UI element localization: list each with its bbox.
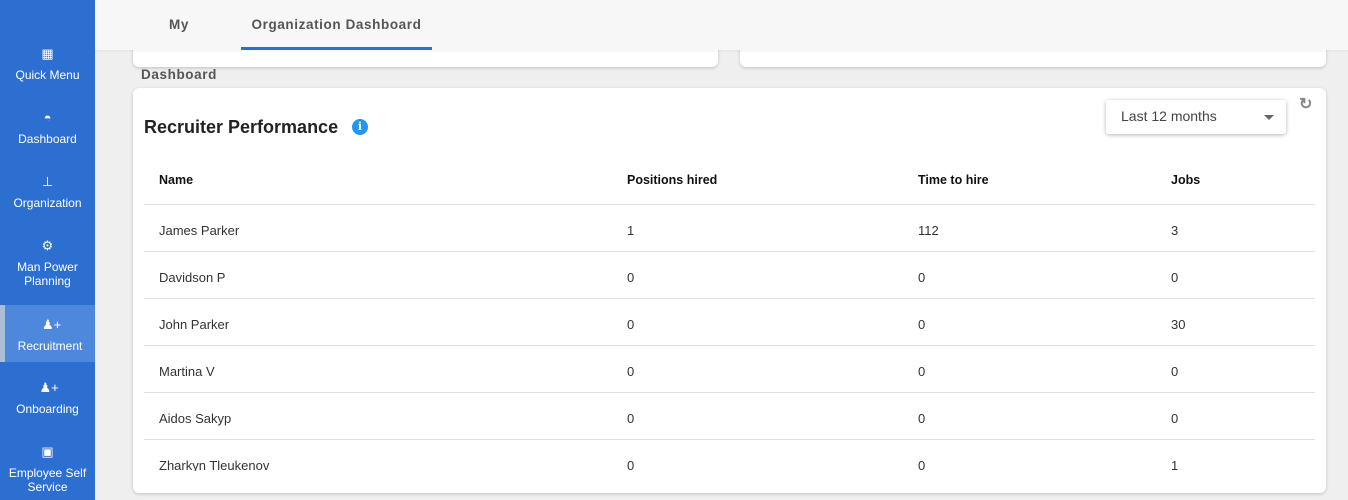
org-chart-icon: ⊥: [41, 174, 54, 189]
info-icon[interactable]: i: [352, 119, 368, 135]
cell-name: Davidson P: [159, 270, 226, 285]
tab-organization-dashboard[interactable]: Organization Dashboard: [241, 0, 432, 50]
cell-time-to-hire: 0: [918, 317, 926, 332]
cell-jobs: 0: [1171, 411, 1179, 426]
cell-name: John Parker: [159, 317, 230, 332]
sidebar-item-quick-menu[interactable]: ▦ Quick Menu: [15, 46, 80, 82]
table-row[interactable]: Davidson P 0 0 0: [144, 252, 1315, 299]
quick-menu-icon: ▦: [41, 46, 54, 61]
cell-name: James Parker: [159, 223, 240, 238]
sidebar-item-organization[interactable]: ⊥ Organization: [13, 174, 82, 210]
cell-jobs: 0: [1171, 364, 1179, 379]
cell-name: Zharkyn Tleukenov: [159, 458, 270, 471]
column-header-jobs[interactable]: Jobs: [1171, 173, 1201, 187]
refresh-icon[interactable]: ↻: [1299, 96, 1313, 113]
sidebar-item-recruitment[interactable]: ♟+ Recruitment: [0, 305, 95, 362]
cell-positions-hired: 0: [627, 317, 635, 332]
cell-jobs: 30: [1171, 317, 1186, 332]
cell-jobs: 3: [1171, 223, 1179, 238]
cell-name: Martina V: [159, 364, 215, 379]
cell-time-to-hire: 0: [918, 411, 926, 426]
chevron-down-icon: [1264, 115, 1274, 120]
user-plus-icon: ♟+: [42, 317, 62, 332]
cell-positions-hired: 0: [627, 458, 635, 471]
period-select[interactable]: Last 12 months: [1106, 100, 1286, 134]
table-row[interactable]: John Parker 0 0 30: [144, 299, 1315, 346]
cell-jobs: 1: [1171, 458, 1179, 471]
cell-positions-hired: 0: [627, 270, 635, 285]
sidebar-item-employee-self-service[interactable]: ▣ Employee Self Service: [8, 444, 87, 494]
cell-time-to-hire: 112: [918, 223, 939, 238]
column-header-name[interactable]: Name: [159, 173, 194, 187]
self-service-icon: ▣: [41, 444, 54, 459]
cell-positions-hired: 0: [627, 411, 635, 426]
user-plus-icon: ♟+: [39, 380, 59, 395]
table-row[interactable]: James Parker 1 112 3: [144, 205, 1315, 252]
sidebar: ▦ Quick Menu ◓ Dashboard ⊥ Organization ⚙ Ma…: [0, 0, 95, 500]
sidebar-item-onboarding[interactable]: ♟+ Onboarding: [16, 380, 79, 416]
table-row[interactable]: Martina V 0 0 0: [144, 346, 1315, 393]
column-header-positions-hired[interactable]: Positions hired: [627, 173, 718, 187]
table-row[interactable]: Zharkyn Tleukenov 0 0 1: [144, 440, 1315, 471]
cell-time-to-hire: 0: [918, 364, 926, 379]
cell-positions-hired: 0: [627, 364, 635, 379]
manpower-icon: ⚙: [41, 238, 54, 253]
table-row[interactable]: Aidos Sakyp 0 0 0: [144, 393, 1315, 440]
cell-name: Aidos Sakyp: [159, 411, 232, 426]
cell-positions-hired: 1: [627, 223, 635, 238]
dashboard-tabs: My Dashboard Organization Dashboard: [95, 0, 1348, 82]
tab-my-dashboard[interactable]: My Dashboard: [141, 17, 217, 82]
cell-time-to-hire: 0: [918, 270, 926, 285]
dashboard-gauge-icon: ◓: [43, 110, 52, 125]
recruiter-table: Name Positions hired Time to hire Jobs J…: [144, 158, 1315, 471]
card-title: Recruiter Performance: [144, 117, 339, 137]
recruiter-performance-card: Recruiter Performance i Last 12 months ↻…: [133, 88, 1326, 493]
cell-time-to-hire: 0: [918, 458, 926, 471]
column-header-time-to-hire[interactable]: Time to hire: [918, 173, 989, 187]
sidebar-item-dashboard[interactable]: ◓ Dashboard: [18, 110, 77, 146]
table-header: Name Positions hired Time to hire Jobs: [144, 158, 1315, 205]
cell-jobs: 0: [1171, 270, 1179, 285]
sidebar-item-man-power-planning[interactable]: ⚙ Man Power Planning: [17, 238, 78, 288]
